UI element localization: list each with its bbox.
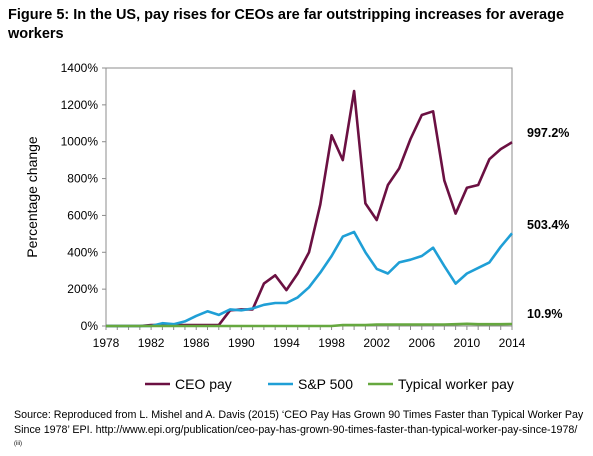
end-label-s-p-500: 503.4%	[527, 218, 569, 232]
legend-label-typical-worker-pay: Typical worker pay	[398, 376, 514, 392]
end-labels: 997.2% 503.4% 10.9%	[527, 126, 569, 321]
source-footnote-marker: (iii)	[14, 441, 22, 447]
end-label-typical-worker-pay: 10.9%	[527, 307, 562, 321]
chart-legend: CEO pay S&P 500 Typical worker pay	[145, 376, 514, 392]
x-tick-label: 1986	[183, 336, 210, 350]
end-label-ceo-pay: 997.2%	[527, 126, 569, 140]
y-tick-label: 200%	[67, 282, 98, 296]
y-tick-label: 800%	[67, 172, 98, 186]
legend-label-ceo-pay: CEO pay	[175, 376, 232, 392]
source-note: Source: Reproduced from L. Mishel and A.…	[14, 408, 584, 454]
y-tick-label: 1200%	[61, 98, 99, 112]
y-tick-label: 400%	[67, 245, 98, 259]
line-chart: 0% 200% 400% 600% 800% 1000% 1200% 1400% Percent…	[24, 61, 569, 392]
y-tick-label: 0%	[81, 319, 99, 333]
x-tick-label: 2006	[408, 336, 435, 350]
legend-label-s-p-500: S&P 500	[298, 376, 353, 392]
series-line-typical-worker-pay	[106, 322, 513, 328]
source-text: Source: Reproduced from L. Mishel and A.…	[14, 409, 584, 436]
figure-title: Figure 5: In the US, pay rises for CEOs …	[8, 7, 565, 42]
y-tick-label: 1400%	[61, 61, 99, 75]
chart-series	[106, 89, 513, 328]
series-line-ceo-pay	[106, 89, 513, 328]
x-tick-label: 2010	[454, 336, 481, 350]
x-tick-label: 1990	[228, 336, 255, 350]
y-axis-title: Percentage change	[24, 136, 40, 258]
y-tick-label: 1000%	[61, 135, 99, 149]
x-tick-label: 2014	[499, 336, 526, 350]
x-tick-label: 1978	[93, 336, 120, 350]
series-line-s-p-500	[106, 230, 513, 328]
x-tick-label: 2002	[363, 336, 390, 350]
x-tick-label: 1998	[318, 336, 345, 350]
x-tick-label: 1982	[138, 336, 165, 350]
chart-axes: 0% 200% 400% 600% 800% 1000% 1200% 1400% Percent…	[24, 61, 526, 350]
x-tick-label: 1994	[273, 336, 300, 350]
y-tick-label: 600%	[67, 208, 98, 222]
